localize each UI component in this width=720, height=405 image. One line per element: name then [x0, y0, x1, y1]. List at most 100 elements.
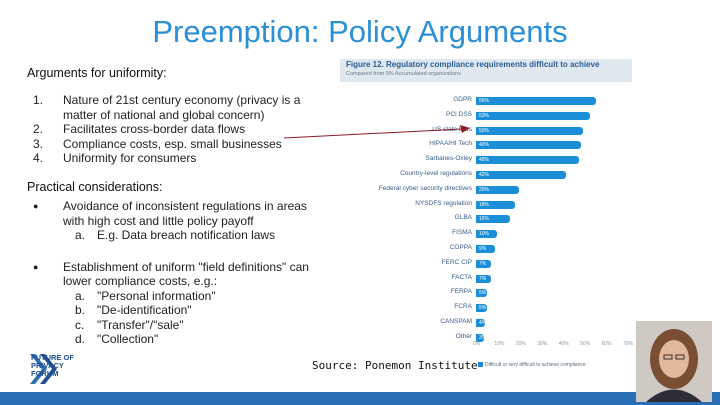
bar-value-label: 48% [479, 157, 490, 164]
item-number: 4. [33, 151, 44, 165]
sub-item-text: "Transfer"/"sale" [97, 317, 184, 332]
category-label: CANSPAM [440, 318, 472, 325]
bar-value-label: 18% [479, 201, 490, 208]
bar-value-label: 16% [479, 216, 490, 223]
category-label: Country-level regulations [400, 170, 472, 177]
bullet-text: Avoidance of inconsistent regulations in… [63, 199, 307, 228]
category-label: HIPAA/HI Tech [429, 140, 472, 148]
x-tick-label: 30% [537, 341, 548, 347]
practical-list: ● Avoidance of inconsistent regulations i… [33, 199, 323, 347]
sub-item: a. "Personal information" [63, 289, 323, 304]
practical-bullet: ● Avoidance of inconsistent regulations i… [33, 199, 323, 243]
sub-item-marker: d. [75, 332, 86, 346]
sub-item-text: "Collection" [97, 332, 159, 346]
bar-value-label: 56% [479, 98, 490, 104]
bar: 56% [476, 97, 596, 105]
pointer-arrow [284, 125, 470, 139]
bar-value-label: 53% [479, 112, 490, 119]
bar-value-label: 7% [479, 260, 487, 267]
item-text: Facilitates cross-border data flows [63, 122, 246, 136]
category-label: FCRA [454, 303, 472, 311]
item-number: 3. [33, 136, 44, 151]
bullet-dot-icon: ● [33, 261, 39, 272]
legend-swatch [478, 362, 483, 368]
legend-label: Difficult or very difficult to achieve c… [485, 362, 586, 368]
item-text: Nature of 21st century economy (privacy … [63, 93, 301, 122]
item-number: 2. [33, 122, 44, 136]
uniformity-heading: Arguments for uniformity: [27, 66, 167, 80]
category-label: GDPR [453, 96, 472, 103]
category-label: FACTA [451, 273, 472, 281]
bullet-text: Establishment of uniform "field definiti… [63, 259, 309, 289]
uniformity-item: 4. Uniformity for consumers [33, 151, 303, 166]
bar: 16% [476, 215, 511, 224]
category-label: NYSDFS regulation [415, 199, 472, 207]
category-label: Federal cyber security directives [378, 184, 472, 192]
uniformity-item: 1. Nature of 21st century economy (privac… [33, 93, 303, 122]
logo-line-1: FUTURE OF [31, 353, 74, 362]
slide-title: Preemption: Policy Arguments [152, 14, 568, 49]
sub-item-marker: b. [75, 303, 86, 317]
footer-bar [0, 392, 720, 405]
x-tick-label: 10% [494, 341, 505, 347]
x-tick-label: 70% [623, 341, 634, 347]
sub-item-marker: a. [75, 288, 86, 303]
practical-heading: Practical considerations: [27, 180, 163, 194]
bar-value-label: 42% [479, 172, 490, 178]
bar-value-label: 20% [479, 186, 490, 193]
sub-item-text: "Personal information" [97, 288, 216, 303]
bar-value-label: 5% [479, 305, 487, 312]
uniformity-item: 3. Compliance costs, esp. small businesse… [33, 137, 303, 152]
figure-title: Figure 12. Regulatory compliance require… [346, 60, 600, 69]
category-label: PCI DSS [445, 110, 472, 118]
sub-item: a. E.g. Data breach notification laws [63, 228, 323, 243]
bar: 7% [476, 274, 491, 283]
practical-bullet: ● Establishment of uniform "field definit… [33, 260, 323, 347]
bar: 48% [476, 156, 579, 165]
figure-subtitle: Compared from 5% Accumulated organizatio… [346, 71, 461, 77]
bar: 5% [476, 304, 487, 313]
bar: 50% [476, 126, 584, 135]
bar: 4% [476, 319, 486, 327]
x-tick-label: 50% [580, 341, 591, 347]
bar-value-label: 7% [479, 275, 487, 282]
bar: 3% [476, 333, 487, 342]
sub-item: b. "De-identification" [63, 303, 323, 318]
sub-item-text: "De-identification" [97, 303, 192, 317]
x-tick-label: 0% [473, 341, 481, 347]
bar: 9% [476, 245, 496, 253]
bar-value-label: 10% [479, 231, 490, 238]
sub-item-text: E.g. Data breach notification laws [97, 228, 276, 242]
logo-line-3: FORUM [31, 369, 59, 378]
category-label: FERPA [450, 288, 472, 296]
bar: 5% [476, 289, 487, 298]
bar-value-label: 3% [479, 334, 487, 341]
sub-item-marker: a. [75, 228, 86, 242]
bar-value-label: 9% [479, 246, 487, 252]
sub-item-marker: c. [75, 317, 85, 332]
bar-value-label: 5% [479, 290, 487, 297]
item-text: Compliance costs, esp. small businesses [63, 136, 282, 151]
x-tick-label: 60% [601, 341, 612, 347]
bar: 53% [476, 111, 590, 120]
bar: 20% [476, 185, 519, 194]
bar-value-label: 50% [479, 127, 490, 134]
sub-item: d. "Collection" [63, 332, 323, 347]
bar: 49% [476, 141, 581, 150]
logo-line-2: PRIVACY [31, 361, 64, 370]
figure-header: Figure 12. Regulatory compliance require… [340, 59, 632, 82]
item-number: 1. [33, 93, 44, 107]
source-caption: Source: Ponemon Institute [312, 359, 478, 372]
sub-item: c. "Transfer"/"sale" [63, 318, 323, 333]
bar: 7% [476, 259, 491, 268]
bar: 42% [476, 171, 566, 179]
bar: 18% [476, 200, 515, 209]
item-text: Uniformity for consumers [63, 151, 197, 165]
fpf-logo-text: FUTURE OF PRIVACY FORUM [31, 354, 74, 378]
category-label: GLBA [454, 214, 472, 222]
bar: 10% [476, 230, 498, 239]
category-label: Other [455, 332, 472, 340]
x-tick-label: 20% [515, 341, 526, 347]
fpf-logo-icon [30, 354, 57, 384]
speaker-photo [636, 321, 712, 402]
